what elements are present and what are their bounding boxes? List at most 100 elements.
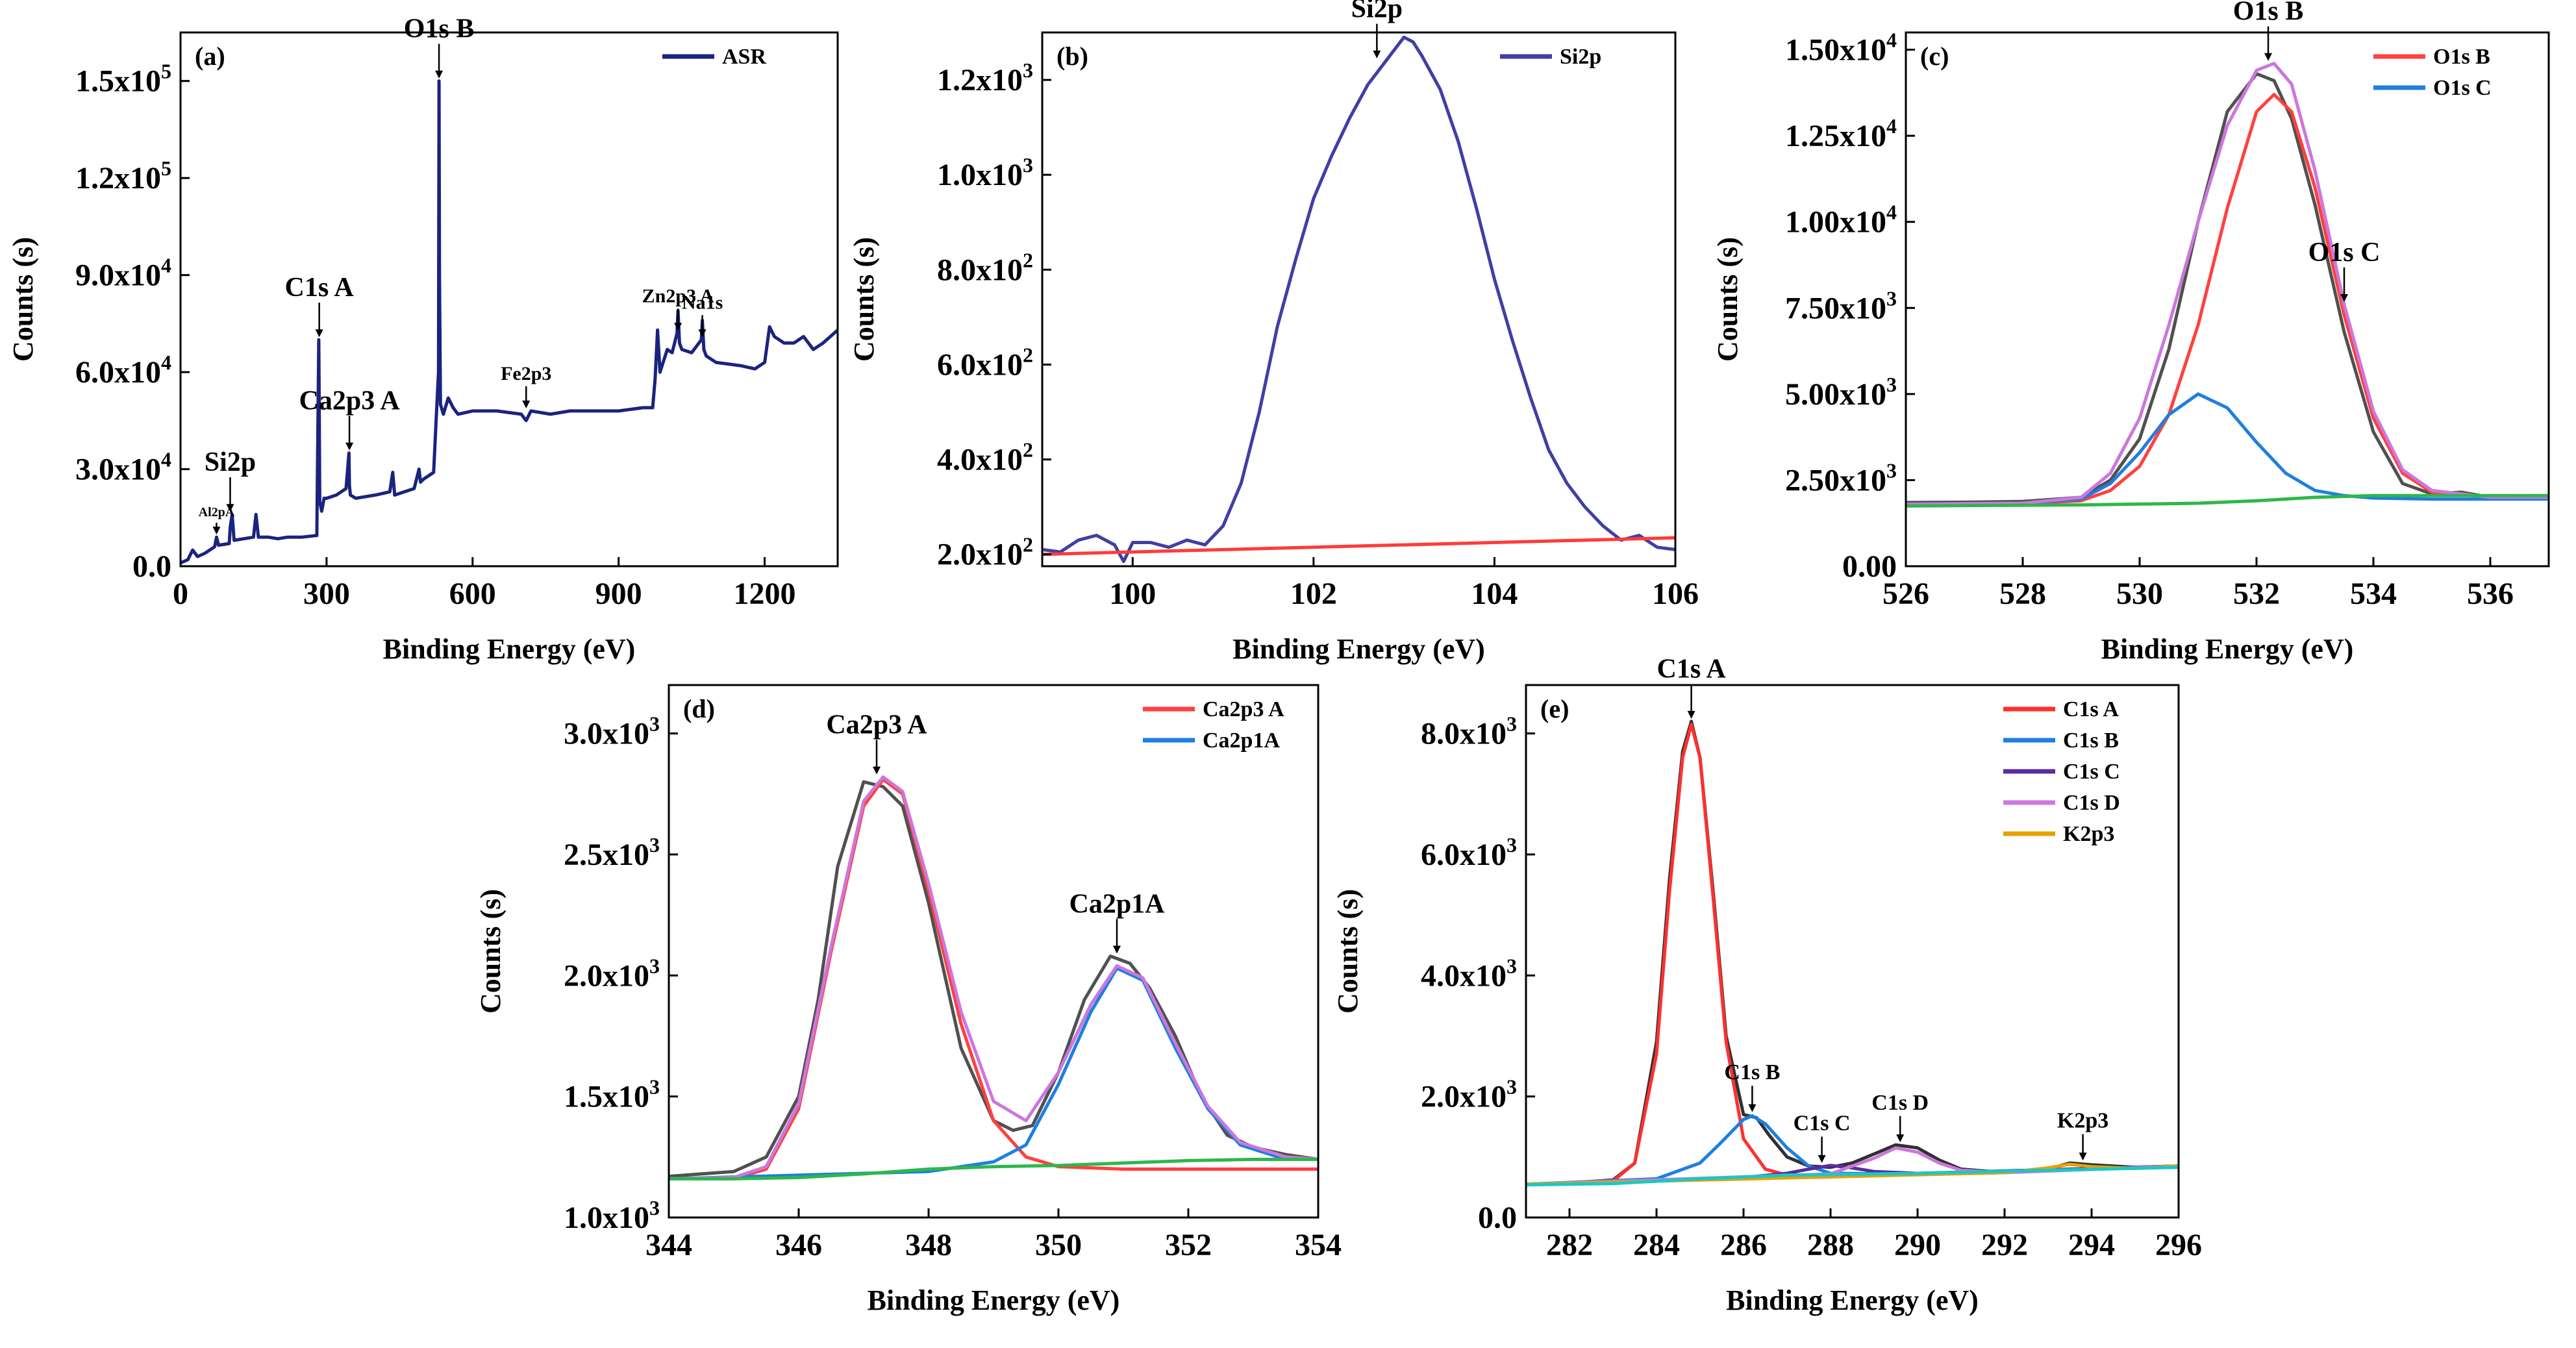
annotation-arrowhead <box>1687 710 1695 719</box>
x-tick-label: 284 <box>1633 1228 1680 1262</box>
x-tick-label: 350 <box>1035 1228 1082 1262</box>
y-tick-mantissa: 3.0x10 <box>75 453 161 487</box>
y-tick-mantissa: 2.0x10 <box>937 538 1023 572</box>
y-tick-mantissa: 4.0x10 <box>937 443 1023 477</box>
x-tick-label: 528 <box>1999 577 2046 611</box>
x-tick-label: 300 <box>303 577 350 611</box>
x-tick-label: 530 <box>2116 577 2163 611</box>
y-tick-mantissa: 1.00x10 <box>1785 205 1886 240</box>
plot-frame <box>1041 31 1677 568</box>
y-tick-mantissa: 6.0x10 <box>1421 838 1507 872</box>
y-tick-exponent: 3 <box>1507 1075 1517 1099</box>
y-tick-mantissa: 0.00 <box>1842 549 1897 584</box>
series-line-background <box>1526 1166 2179 1187</box>
y-tick-label: 6.0x104 <box>75 351 171 390</box>
x-axis-title: Binding Energy (eV) <box>1232 633 1485 665</box>
y-tick-exponent: 2 <box>1023 533 1033 556</box>
annotation-label: C1s A <box>285 273 355 303</box>
y-tick-exponent: 3 <box>649 712 660 736</box>
annotation-label: Al2pA <box>199 505 235 519</box>
y-tick-exponent: 5 <box>161 156 171 180</box>
plot-frame <box>668 684 1319 1219</box>
annotation-arrowhead <box>2264 53 2272 61</box>
x-tick-label: 106 <box>1652 577 1699 611</box>
annotation-label: Si2p <box>1351 0 1403 24</box>
y-tick-label: 1.0x103 <box>937 153 1033 192</box>
y-tick-label: 2.0x103 <box>564 954 660 993</box>
series-line-asr <box>181 79 838 565</box>
annotation-label: O1s C <box>2308 238 2381 268</box>
annotation-label: C1s D <box>1871 1091 1929 1115</box>
x-tick-label: 354 <box>1295 1228 1342 1262</box>
annotation-arrowhead <box>1748 1104 1757 1112</box>
y-tick-exponent: 3 <box>649 1075 660 1099</box>
plot-frame <box>179 31 839 568</box>
y-tick-label: 3.0x103 <box>564 712 660 751</box>
y-axis-title: Counts (s) <box>848 237 880 362</box>
y-tick-mantissa: 0.0 <box>1478 1201 1517 1235</box>
y-tick-exponent: 2 <box>1023 248 1033 271</box>
y-tick-exponent: 3 <box>1023 58 1033 82</box>
series-line-ca2p1a <box>669 966 1318 1180</box>
annotation-arrowhead <box>674 323 682 331</box>
y-tick-label: 5.00x103 <box>1785 373 1897 412</box>
y-tick-mantissa: 1.25x10 <box>1785 119 1886 153</box>
annotation-arrowhead <box>1373 50 1381 58</box>
y-tick-mantissa: 1.50x10 <box>1785 33 1886 68</box>
x-tick-label: 344 <box>645 1228 692 1262</box>
annotation-label: C1s A <box>1657 655 1726 684</box>
y-tick-label: 1.5x105 <box>75 60 171 99</box>
y-tick-mantissa: 3.0x10 <box>564 717 649 751</box>
annotation-label: C1s C <box>1794 1111 1851 1135</box>
x-tick-label: 526 <box>1882 577 1929 611</box>
panel-label: (b) <box>1057 42 1088 71</box>
y-tick-exponent: 3 <box>649 833 660 856</box>
series-line-envelope <box>1906 62 2549 506</box>
y-tick-mantissa: 1.0x10 <box>564 1201 649 1235</box>
y-tick-exponent: 4 <box>1886 29 1897 52</box>
y-tick-mantissa: 1.2x10 <box>75 161 161 195</box>
y-tick-mantissa: 6.0x10 <box>937 347 1023 382</box>
y-tick-label: 2.50x103 <box>1785 458 1897 497</box>
y-tick-exponent: 4 <box>161 351 171 374</box>
x-tick-label: 286 <box>1720 1228 1767 1262</box>
x-axis-title: Binding Energy (eV) <box>868 1284 1120 1316</box>
y-tick-mantissa: 2.5x10 <box>564 838 649 872</box>
legend-label: Ca2p3 A <box>1203 697 1284 721</box>
annotation-arrowhead <box>315 329 323 338</box>
x-tick-label: 536 <box>2467 577 2514 611</box>
panel-e: 282 284 286 288 290 292 294 2960.02.0x1034.0x10… <box>1332 655 2202 1316</box>
y-tick-label: 4.0x102 <box>937 438 1033 477</box>
x-tick-label: 104 <box>1471 577 1518 611</box>
y-tick-exponent: 3 <box>1507 954 1517 977</box>
y-tick-label: 1.25x104 <box>1785 114 1897 153</box>
y-tick-exponent: 2 <box>1023 343 1033 366</box>
panel-label: (d) <box>683 694 715 723</box>
series-line-si2p <box>1042 35 1675 564</box>
y-tick-exponent: 4 <box>161 448 171 471</box>
series-group <box>669 775 1318 1180</box>
y-tick-exponent: 3 <box>1886 458 1897 482</box>
series-line-background <box>669 1158 1318 1180</box>
x-tick-label: 900 <box>595 577 642 611</box>
annotation-label: O1s B <box>404 14 475 44</box>
y-tick-label: 1.5x103 <box>564 1075 660 1114</box>
y-tick-mantissa: 8.0x10 <box>1421 717 1507 751</box>
annotation-arrowhead <box>212 527 221 535</box>
y-tick-exponent: 2 <box>1023 438 1033 462</box>
x-axis-title: Binding Energy (eV) <box>2101 633 2354 665</box>
y-tick-exponent: 3 <box>649 1196 660 1219</box>
plot-frame <box>1905 31 2550 568</box>
y-tick-exponent: 5 <box>161 60 171 83</box>
y-axis-title: Counts (s) <box>1712 237 1744 362</box>
legend-label: C1s C <box>2063 760 2120 784</box>
y-tick-exponent: 4 <box>1886 201 1897 224</box>
x-tick-label: 294 <box>2068 1228 2115 1262</box>
x-tick-label: 282 <box>1546 1228 1593 1262</box>
y-tick-mantissa: 2.50x10 <box>1785 463 1886 497</box>
y-tick-mantissa: 5.00x10 <box>1785 377 1886 412</box>
y-tick-exponent: 3 <box>649 954 660 977</box>
y-tick-mantissa: 6.0x10 <box>75 355 161 390</box>
annotation-arrowhead <box>1818 1155 1826 1163</box>
x-tick-label: 288 <box>1807 1228 1854 1262</box>
